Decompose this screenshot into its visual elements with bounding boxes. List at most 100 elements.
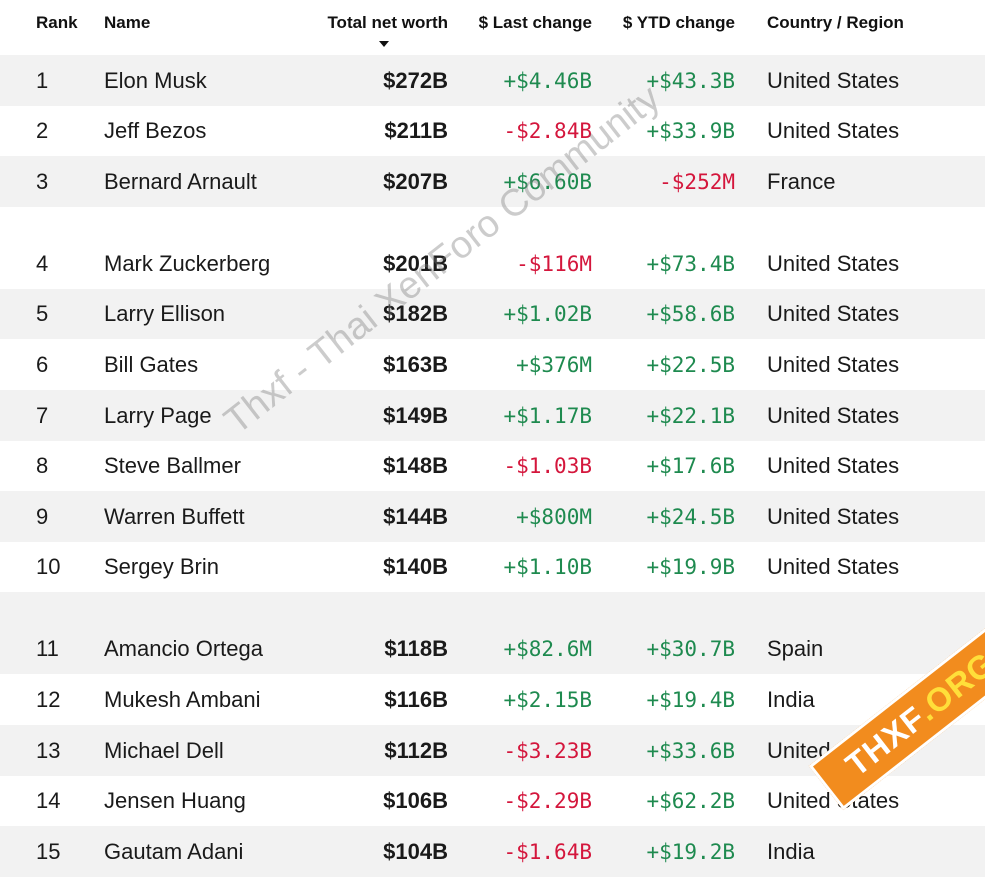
name-cell: Elon Musk (104, 67, 207, 93)
ytd-change-cell: +$17.6B (646, 454, 735, 479)
ytd-change-cell: -$252M (659, 169, 735, 194)
net-worth-cell: $104B (383, 838, 448, 864)
country-cell: France (767, 168, 836, 194)
last-change-cell: +$2.15B (503, 687, 592, 712)
ytd-change-cell: +$33.9B (646, 119, 735, 144)
country-cell: United States (767, 250, 900, 276)
table-row[interactable]: 3 Bernard Arnault $207B +$6.60B -$252M France (0, 156, 985, 207)
ytd-change-cell: +$33.6B (646, 738, 735, 763)
table-row[interactable]: 5 Larry Ellison $182B +$1.02B +$58.6B United … (0, 288, 985, 340)
name-cell: Sergey Brin (104, 554, 219, 580)
table-row[interactable]: 6 Bill Gates $163B +$376M +$22.5B United Stat… (0, 339, 985, 390)
net-worth-cell: $211B (384, 118, 448, 144)
ytd-change-cell: +$24.5B (646, 504, 735, 529)
country-cell: Spain (767, 636, 824, 662)
rank-cell: 15 (36, 838, 61, 864)
rank-cell: 13 (36, 737, 61, 763)
last-change-cell: +$1.17B (503, 403, 592, 428)
table-row[interactable]: 1 Elon Musk $272B +$4.46B +$43.3B United Stat… (0, 55, 985, 106)
name-cell: Warren Buffett (104, 503, 245, 529)
table-row[interactable]: 12 Mukesh Ambani $116B +$2.15B +$19.4B India (0, 674, 985, 725)
name-cell: Larry Ellison (104, 301, 226, 327)
last-change-cell: -$2.29B (503, 789, 592, 814)
last-change-cell: +$376M (516, 352, 592, 377)
country-cell: India (767, 686, 815, 712)
table-header: Rank Name Total net worth $ Last change … (0, 0, 985, 55)
rank-cell: 11 (36, 636, 59, 662)
last-change-cell: -$1.64B (503, 839, 592, 864)
country-cell: United States (767, 67, 900, 93)
table-row[interactable]: 11 Amancio Ortega $118B +$82.6M +$30.7B Spain (0, 592, 985, 675)
last-change-cell: +$82.6M (503, 637, 592, 662)
country-cell: United States (767, 453, 900, 479)
rank-cell: 1 (36, 67, 49, 93)
country-cell: India (767, 838, 815, 864)
last-change-cell: +$4.46B (503, 68, 592, 93)
table-row[interactable]: 4 Mark Zuckerberg $201B -$116M +$73.4B United… (0, 207, 985, 289)
table-row[interactable]: 9 Warren Buffett $144B +$800M +$24.5B United … (0, 491, 985, 542)
name-cell: Michael Dell (104, 737, 224, 763)
rank-cell: 5 (36, 301, 49, 327)
rank-cell: 9 (36, 503, 49, 529)
rank-cell: 12 (36, 686, 61, 712)
country-cell: United States (767, 118, 900, 144)
rank-cell: 7 (36, 402, 49, 428)
country-cell: United States (767, 402, 900, 428)
ytd-change-cell: +$19.2B (646, 839, 735, 864)
ytd-change-cell: +$22.5B (646, 352, 735, 377)
country-header[interactable]: Country / Region (767, 13, 904, 32)
net-worth-cell: $112B (384, 737, 448, 763)
net-worth-cell: $272B (383, 67, 448, 93)
ytd-change-cell: +$19.9B (646, 555, 735, 580)
last-change-cell: -$3.23B (503, 738, 592, 763)
net-worth-cell: $140B (383, 554, 448, 580)
rank-cell: 3 (36, 168, 49, 194)
rank-cell: 6 (36, 351, 49, 377)
ytd-change-cell: +$22.1B (646, 403, 735, 428)
net-worth-header[interactable]: Total net worth (327, 13, 448, 32)
country-cell: United States (767, 503, 900, 529)
net-worth-cell: $149B (383, 402, 448, 428)
rank-header[interactable]: Rank (36, 13, 78, 32)
name-cell: Bill Gates (104, 351, 199, 377)
ytd-change-cell: +$58.6B (646, 302, 735, 327)
table-row[interactable]: 2 Jeff Bezos $211B -$2.84B +$33.9B United Sta… (0, 106, 985, 157)
last-change-cell: +$800M (516, 504, 592, 529)
name-cell: Jeff Bezos (104, 118, 207, 144)
last-change-cell: +$1.02B (503, 302, 592, 327)
ytd-change-cell: +$19.4B (646, 687, 735, 712)
name-header[interactable]: Name (104, 13, 151, 32)
net-worth-cell: $207B (383, 168, 448, 194)
country-cell: United States (767, 554, 900, 580)
name-cell: Larry Page (104, 402, 212, 428)
last-change-cell: +$6.60B (503, 169, 592, 194)
table-row[interactable]: 14 Jensen Huang $106B -$2.29B +$62.2B United … (0, 776, 985, 827)
ytd-change-cell: +$73.4B (646, 251, 735, 276)
name-cell: Jensen Huang (104, 788, 246, 814)
net-worth-cell: $116B (384, 686, 448, 712)
name-cell: Mark Zuckerberg (104, 250, 271, 276)
table-row[interactable]: 15 Gautam Adani $104B -$1.64B +$19.2B India (0, 826, 985, 877)
table-body: 1 Elon Musk $272B +$4.46B +$43.3B United Stat… (0, 55, 985, 877)
last-change-header[interactable]: $ Last change (478, 13, 592, 32)
country-cell: United States (767, 351, 900, 377)
name-cell: Amancio Ortega (104, 636, 263, 662)
net-worth-cell: $118B (384, 636, 448, 662)
rank-cell: 14 (36, 788, 61, 814)
last-change-cell: -$2.84B (503, 119, 592, 144)
ytd-change-cell: +$30.7B (646, 637, 735, 662)
net-worth-cell: $144B (383, 503, 448, 529)
name-cell: Steve Ballmer (104, 453, 241, 479)
sort-descending-icon[interactable] (379, 41, 389, 47)
table-row[interactable]: 8 Steve Ballmer $148B -$1.03B +$17.6B United … (0, 441, 985, 492)
ytd-change-cell: +$43.3B (646, 68, 735, 93)
ytd-change-header[interactable]: $ YTD change (622, 13, 735, 32)
country-cell: United States (767, 301, 900, 327)
table-row[interactable]: 10 Sergey Brin $140B +$1.10B +$19.9B United S… (0, 542, 985, 593)
name-cell: Mukesh Ambani (104, 686, 261, 712)
net-worth-cell: $163B (383, 351, 448, 377)
table-row[interactable]: 7 Larry Page $149B +$1.17B +$22.1B United Sta… (0, 389, 985, 441)
last-change-cell: +$1.10B (503, 555, 592, 580)
last-change-cell: -$1.03B (503, 454, 592, 479)
